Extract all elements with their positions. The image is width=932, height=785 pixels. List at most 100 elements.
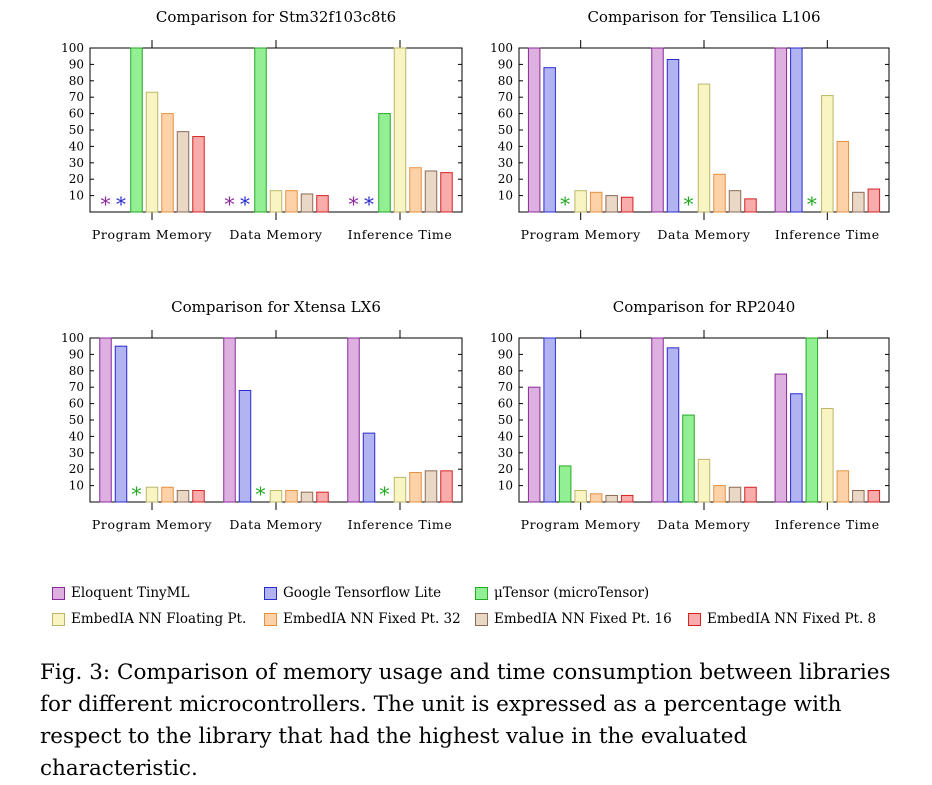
y-tick-label: 50 — [498, 123, 513, 137]
y-tick-label: 60 — [69, 397, 84, 411]
bar — [440, 172, 453, 213]
legend-label: EmbedIA NN Fixed Pt. 32 — [283, 611, 461, 627]
bar — [605, 494, 618, 503]
x-category-label: Inference Time — [348, 227, 453, 242]
bar — [589, 191, 603, 213]
bar — [269, 190, 283, 213]
y-tick-label: 60 — [498, 397, 513, 411]
y-tick-label: 80 — [498, 74, 513, 88]
x-category-label: Inference Time — [775, 227, 880, 242]
bar — [713, 485, 726, 503]
bar — [316, 195, 329, 213]
bar — [774, 47, 788, 213]
bar — [867, 490, 881, 503]
bar — [347, 337, 360, 503]
y-tick-label: 30 — [498, 156, 513, 170]
bar — [192, 490, 205, 503]
legend-item-embedia-fixed8: EmbedIA NN Fixed Pt. 8 — [688, 609, 876, 629]
bar — [527, 386, 541, 503]
bar — [285, 490, 298, 503]
x-category-label: Inference Time — [775, 517, 880, 532]
legend-swatch — [688, 612, 701, 626]
y-tick-label: 40 — [69, 429, 84, 443]
y-tick-label: 10 — [69, 479, 84, 493]
bar — [790, 47, 803, 213]
legend-swatch — [52, 612, 65, 626]
bar — [543, 337, 556, 503]
bar — [99, 337, 112, 503]
bar — [836, 140, 850, 213]
bar — [362, 432, 376, 503]
y-tick-label: 80 — [69, 74, 84, 88]
bar — [316, 491, 329, 503]
missing-value-marker: * — [364, 192, 374, 216]
bar — [697, 83, 711, 213]
bar — [409, 167, 422, 213]
bar — [728, 190, 742, 213]
x-category-label: Data Memory — [229, 517, 322, 532]
bar — [176, 131, 190, 213]
legend-swatch — [475, 586, 488, 600]
x-category-label: Data Memory — [229, 227, 322, 242]
bar — [440, 470, 453, 503]
bar — [713, 173, 726, 213]
y-tick-label: 30 — [69, 446, 84, 460]
caption-prefix: Fig. 3: — [40, 660, 111, 685]
bar — [424, 470, 438, 503]
bar — [130, 47, 143, 213]
y-tick-label: 100 — [490, 41, 513, 55]
bar — [238, 389, 252, 503]
missing-value-marker: * — [132, 482, 142, 506]
bar — [558, 465, 572, 503]
missing-value-marker: * — [240, 192, 250, 216]
x-category-label: Program Memory — [521, 517, 642, 532]
bar — [176, 490, 190, 503]
missing-value-marker: * — [807, 192, 817, 216]
y-tick-label: 70 — [498, 90, 513, 104]
bar — [821, 408, 834, 503]
bar — [424, 170, 438, 213]
y-tick-label: 60 — [69, 107, 84, 121]
legend-swatch — [52, 586, 65, 600]
figure-caption: Fig. 3: Comparison of memory usage and t… — [40, 657, 902, 785]
bar — [254, 47, 267, 213]
x-category-label: Data Memory — [657, 227, 750, 242]
legend-label: μTensor (microTensor) — [494, 585, 650, 601]
legend-swatch — [475, 612, 488, 626]
x-category-label: Data Memory — [657, 517, 750, 532]
y-tick-label: 50 — [498, 413, 513, 427]
missing-value-marker: * — [101, 192, 111, 216]
y-tick-label: 60 — [498, 107, 513, 121]
bar — [114, 345, 128, 503]
bar-charts-grid: Comparison for Stm32f103c8t6 10 20 30 40 50 60… — [61, 8, 890, 532]
x-category-label: Program Memory — [92, 227, 213, 242]
bar — [697, 458, 711, 503]
bar — [300, 491, 314, 503]
y-tick-label: 90 — [69, 347, 84, 361]
bar — [774, 373, 788, 503]
x-category-label: Program Memory — [92, 517, 213, 532]
bar — [378, 113, 391, 213]
legend-swatch — [264, 586, 277, 600]
bar — [589, 493, 603, 503]
y-tick-label: 20 — [498, 462, 513, 476]
y-tick-label: 20 — [498, 172, 513, 186]
legend-item-embedia-float: EmbedIA NN Floating Pt. — [52, 609, 246, 629]
bar — [744, 198, 757, 213]
bar — [682, 414, 695, 503]
y-tick-label: 70 — [69, 90, 84, 104]
bar — [192, 136, 205, 213]
bar — [790, 393, 803, 503]
y-tick-label: 40 — [498, 139, 513, 153]
y-tick-label: 20 — [69, 172, 84, 186]
bar — [285, 190, 298, 213]
bar — [666, 347, 680, 503]
chart-title: Comparison for RP2040 — [613, 298, 795, 316]
bar — [821, 95, 834, 213]
bar — [852, 191, 865, 213]
x-category-label: Inference Time — [348, 517, 453, 532]
legend-item-tflite: Google Tensorflow Lite — [264, 583, 441, 603]
y-tick-label: 100 — [61, 331, 84, 345]
y-tick-label: 90 — [498, 347, 513, 361]
y-tick-label: 100 — [61, 41, 84, 55]
